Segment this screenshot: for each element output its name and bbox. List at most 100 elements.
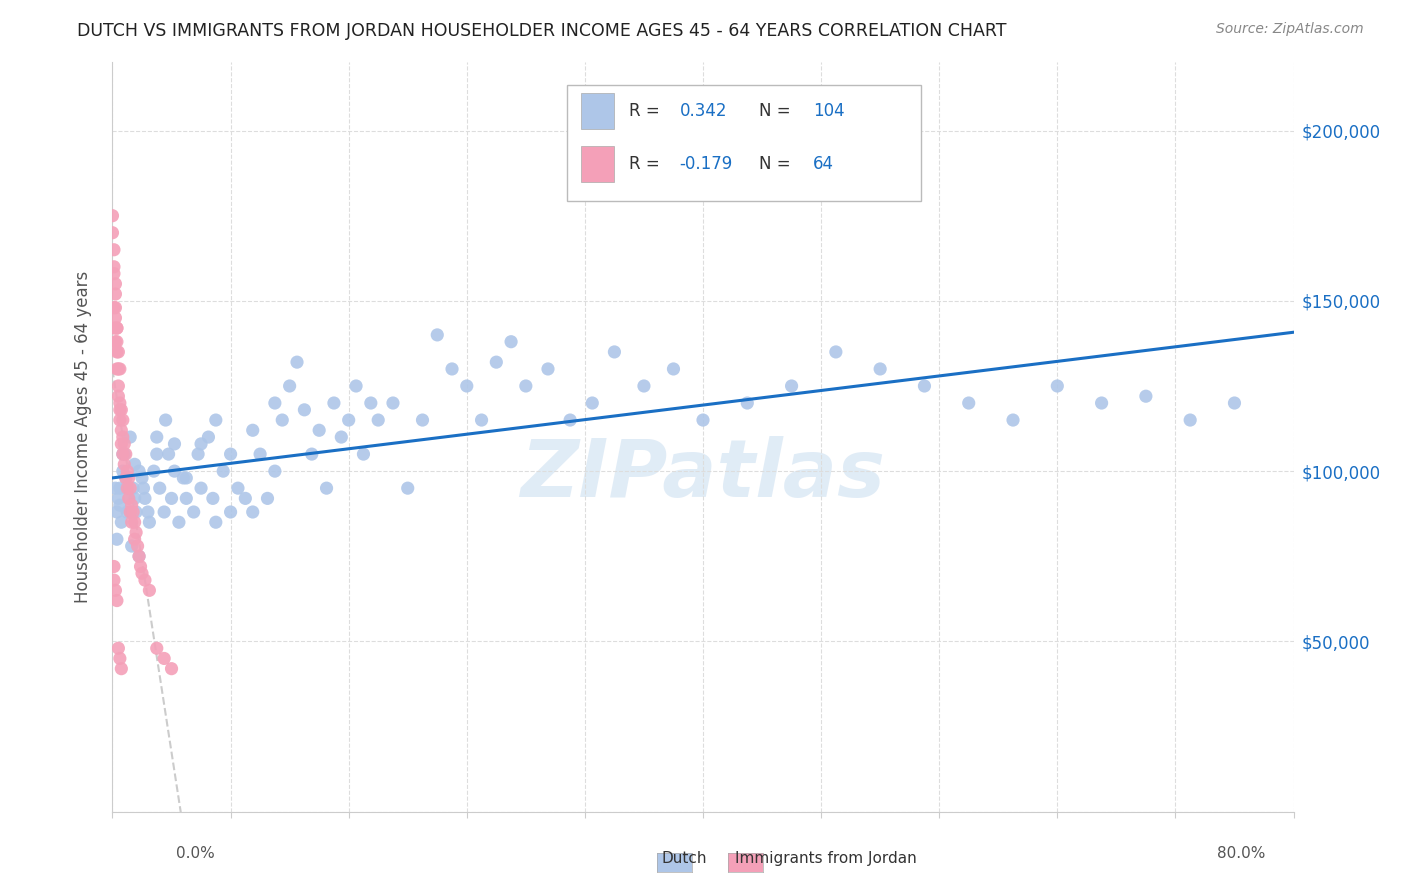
Point <box>107 362 129 376</box>
Point <box>163 437 186 451</box>
Point <box>330 430 353 444</box>
Point <box>114 471 136 485</box>
Point <box>242 423 264 437</box>
Point <box>271 413 294 427</box>
Point <box>104 583 127 598</box>
Point <box>108 362 131 376</box>
Point <box>344 379 367 393</box>
Point <box>155 413 177 427</box>
Point <box>233 491 256 506</box>
Point <box>122 481 145 495</box>
Point <box>441 362 464 376</box>
Point <box>315 481 337 495</box>
Point <box>108 413 131 427</box>
Point <box>308 423 330 437</box>
Point <box>537 362 560 376</box>
Point <box>118 471 141 485</box>
Point <box>101 226 124 240</box>
Point <box>603 345 626 359</box>
Point <box>662 362 685 376</box>
Point <box>172 471 194 485</box>
Point <box>104 310 127 325</box>
Point <box>157 447 180 461</box>
Y-axis label: Householder Income Ages 45 - 64 years: Householder Income Ages 45 - 64 years <box>73 271 91 603</box>
Point <box>149 481 172 495</box>
Point <box>105 345 128 359</box>
Point <box>146 447 169 461</box>
Text: Source: ZipAtlas.com: Source: ZipAtlas.com <box>1216 22 1364 37</box>
Point <box>242 505 264 519</box>
Point <box>1091 396 1114 410</box>
Text: DUTCH VS IMMIGRANTS FROM JORDAN HOUSEHOLDER INCOME AGES 45 - 64 YEARS CORRELATIO: DUTCH VS IMMIGRANTS FROM JORDAN HOUSEHOL… <box>77 22 1007 40</box>
Point <box>163 464 186 478</box>
Point <box>107 345 129 359</box>
Text: ZIPatlas: ZIPatlas <box>520 435 886 514</box>
Point <box>108 481 131 495</box>
Point <box>219 447 242 461</box>
Point <box>103 243 125 257</box>
Point <box>121 498 143 512</box>
Point <box>108 396 131 410</box>
Point <box>367 413 389 427</box>
Point <box>187 447 209 461</box>
Point <box>108 402 131 417</box>
Point <box>581 396 603 410</box>
Point <box>105 593 128 607</box>
Point <box>780 379 803 393</box>
Point <box>146 430 169 444</box>
Point <box>470 413 494 427</box>
Point <box>869 362 891 376</box>
Text: -0.179: -0.179 <box>679 154 733 172</box>
Point <box>118 491 141 506</box>
Point <box>134 491 156 506</box>
Point <box>167 515 190 529</box>
Point <box>190 437 212 451</box>
Point <box>103 573 125 587</box>
Point <box>153 505 176 519</box>
Point <box>104 287 127 301</box>
Point <box>501 334 523 349</box>
Point <box>131 566 153 581</box>
Point <box>558 413 582 427</box>
Point <box>129 559 152 574</box>
Point <box>515 379 537 393</box>
Point <box>174 471 197 485</box>
Bar <box>581 145 614 182</box>
Point <box>107 491 129 506</box>
Point <box>121 515 143 529</box>
Point <box>914 379 936 393</box>
Point <box>114 481 136 495</box>
Text: 0.342: 0.342 <box>679 103 727 120</box>
Point <box>108 498 131 512</box>
Point <box>103 559 125 574</box>
Point <box>1178 413 1201 427</box>
Point <box>111 447 134 461</box>
Point <box>1223 396 1246 410</box>
Point <box>212 464 235 478</box>
Point <box>131 471 153 485</box>
Point <box>128 464 150 478</box>
Point <box>226 481 249 495</box>
Point <box>323 396 346 410</box>
Point <box>125 505 148 519</box>
Text: 80.0%: 80.0% <box>1218 847 1265 861</box>
Point <box>107 389 129 403</box>
Point <box>120 481 142 495</box>
Point <box>256 491 278 506</box>
Point <box>301 447 323 461</box>
Point <box>1135 389 1157 403</box>
Point <box>112 447 135 461</box>
Point <box>249 447 271 461</box>
Point <box>205 515 228 529</box>
Point <box>138 515 160 529</box>
Point <box>128 549 150 564</box>
Point <box>104 301 127 315</box>
Point <box>160 491 183 506</box>
Text: R =: R = <box>628 154 665 172</box>
Point <box>118 491 141 506</box>
Point <box>112 437 135 451</box>
Text: N =: N = <box>758 103 796 120</box>
Point <box>111 413 134 427</box>
Point <box>127 539 149 553</box>
Point <box>110 423 132 437</box>
